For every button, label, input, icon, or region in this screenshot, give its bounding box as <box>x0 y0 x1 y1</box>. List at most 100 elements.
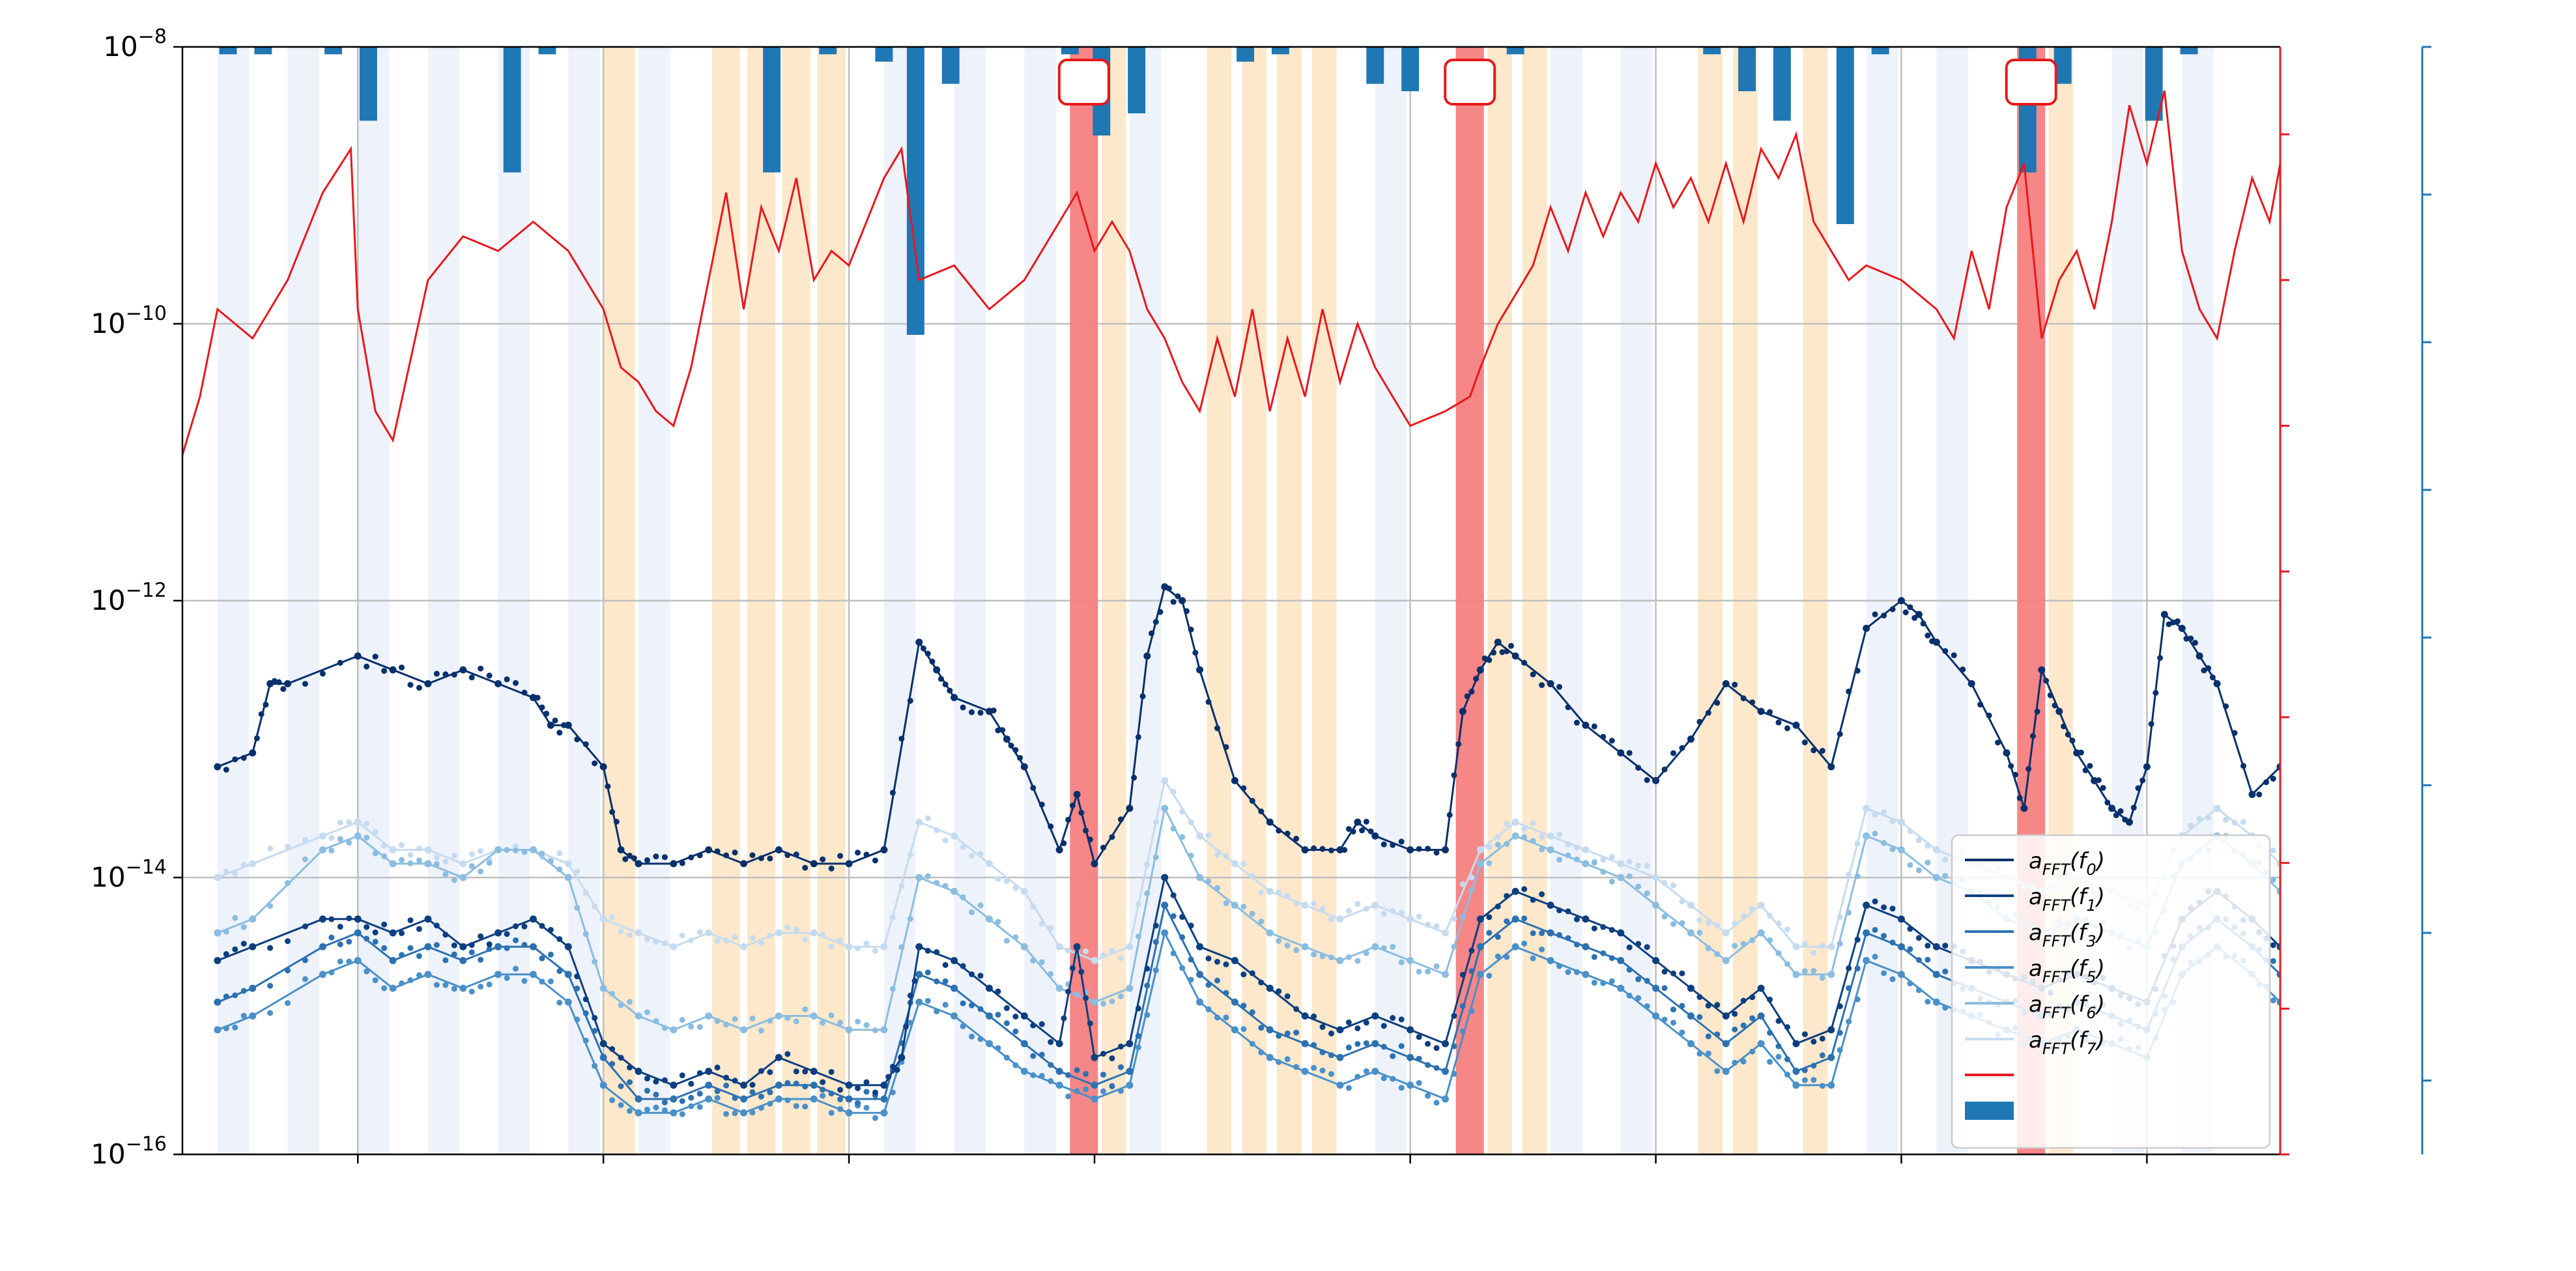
series-point <box>1100 1001 1106 1007</box>
series-point <box>845 1081 853 1089</box>
series-point <box>618 1055 624 1061</box>
series-point <box>1441 1095 1449 1103</box>
series-point <box>1652 1012 1660 1020</box>
series-point <box>1311 1013 1317 1020</box>
series-point <box>249 749 257 757</box>
series-point <box>1749 906 1756 913</box>
series-point <box>1582 860 1590 868</box>
series-point <box>1960 666 1966 673</box>
series-point <box>1451 1070 1457 1077</box>
series-point <box>609 808 616 815</box>
series-point <box>1511 943 1519 950</box>
series-point <box>705 846 713 853</box>
series-point <box>1109 947 1115 954</box>
series-point <box>1354 958 1361 964</box>
y-tick-exponent: −16 <box>126 1133 167 1156</box>
series-point <box>592 1063 598 1069</box>
series-point <box>1819 1052 1825 1059</box>
legend-label-part: FFT <box>2042 1040 2072 1058</box>
series-point <box>1266 1026 1274 1034</box>
series-point <box>934 827 940 833</box>
series-point <box>1687 735 1695 743</box>
series-point <box>2012 771 2018 778</box>
series-point <box>285 880 291 887</box>
series-point <box>1819 1035 1825 1042</box>
series-point <box>337 836 343 842</box>
series-point <box>1416 846 1422 852</box>
series-point <box>354 957 362 964</box>
series-point <box>1188 977 1194 983</box>
series-point <box>504 975 510 981</box>
series-point <box>1661 766 1668 773</box>
series-point <box>880 1026 888 1034</box>
series-point <box>1293 1029 1300 1036</box>
series-point <box>942 962 949 968</box>
series-point <box>915 971 923 978</box>
series-point <box>582 996 589 1003</box>
legend-label-part: FFT <box>2042 932 2072 950</box>
series-point <box>1336 957 1344 964</box>
legend-label-series: aFFT(f7) <box>2029 1027 2105 1058</box>
series-point <box>740 860 748 868</box>
series-point <box>1801 1067 1808 1074</box>
series-point <box>911 978 918 984</box>
series-point <box>1441 1068 1449 1075</box>
series-point <box>2223 703 2229 709</box>
series-point <box>1863 832 1870 840</box>
series-point <box>1504 954 1510 960</box>
series-point <box>1196 998 1204 1006</box>
series-point <box>1240 971 1247 978</box>
series-point <box>969 853 975 859</box>
series-point <box>1539 891 1545 898</box>
series-point <box>705 1012 713 1020</box>
series-point <box>2104 799 2111 806</box>
series-point <box>416 953 422 960</box>
series-point <box>820 1079 826 1085</box>
series-point <box>1732 681 1738 688</box>
series-point <box>942 1001 949 1008</box>
series-point <box>845 860 853 868</box>
series-point <box>513 679 519 686</box>
series-point <box>1687 1040 1695 1048</box>
series-point <box>1012 1028 1019 1035</box>
series-point <box>995 1012 1001 1018</box>
series-point <box>732 1016 738 1022</box>
series-point <box>1942 1005 1949 1011</box>
rain-bar <box>1836 47 1854 224</box>
series-point <box>1863 902 1870 909</box>
series-point <box>2248 791 2256 798</box>
series-point <box>1854 840 1861 847</box>
series-point <box>1240 1026 1247 1033</box>
legend-label-part: (f <box>2070 920 2089 946</box>
series-point <box>732 1078 738 1084</box>
series-point <box>2052 702 2058 709</box>
series-point <box>1223 990 1229 996</box>
series-point <box>223 993 229 1000</box>
series-point <box>802 1006 809 1012</box>
series-point <box>1214 1014 1220 1021</box>
series-point <box>592 958 598 965</box>
y-tick-exponent: −12 <box>126 579 167 602</box>
series-point <box>969 1002 975 1008</box>
series-point <box>784 1051 791 1057</box>
series-point <box>714 848 721 855</box>
series-point <box>915 874 923 881</box>
series-point <box>810 1081 818 1089</box>
series-point <box>1117 816 1124 823</box>
series-point <box>1030 1072 1037 1078</box>
series-point <box>934 949 940 956</box>
series-point <box>1468 887 1475 893</box>
series-point <box>1872 611 1878 618</box>
series-point <box>1925 943 1931 949</box>
series-point <box>1661 913 1668 920</box>
legend-label-part: a <box>2029 920 2042 946</box>
series-point <box>539 704 545 711</box>
legend-label-series: aFFT(f3) <box>2029 920 2105 950</box>
series-point <box>372 829 379 835</box>
series-point <box>1381 945 1387 951</box>
series-point <box>1863 805 1870 812</box>
rain-bar <box>1703 47 1721 55</box>
series-point <box>1696 930 1703 936</box>
series-point <box>381 842 388 849</box>
y-tick-label-left: 10−8 <box>103 25 167 63</box>
